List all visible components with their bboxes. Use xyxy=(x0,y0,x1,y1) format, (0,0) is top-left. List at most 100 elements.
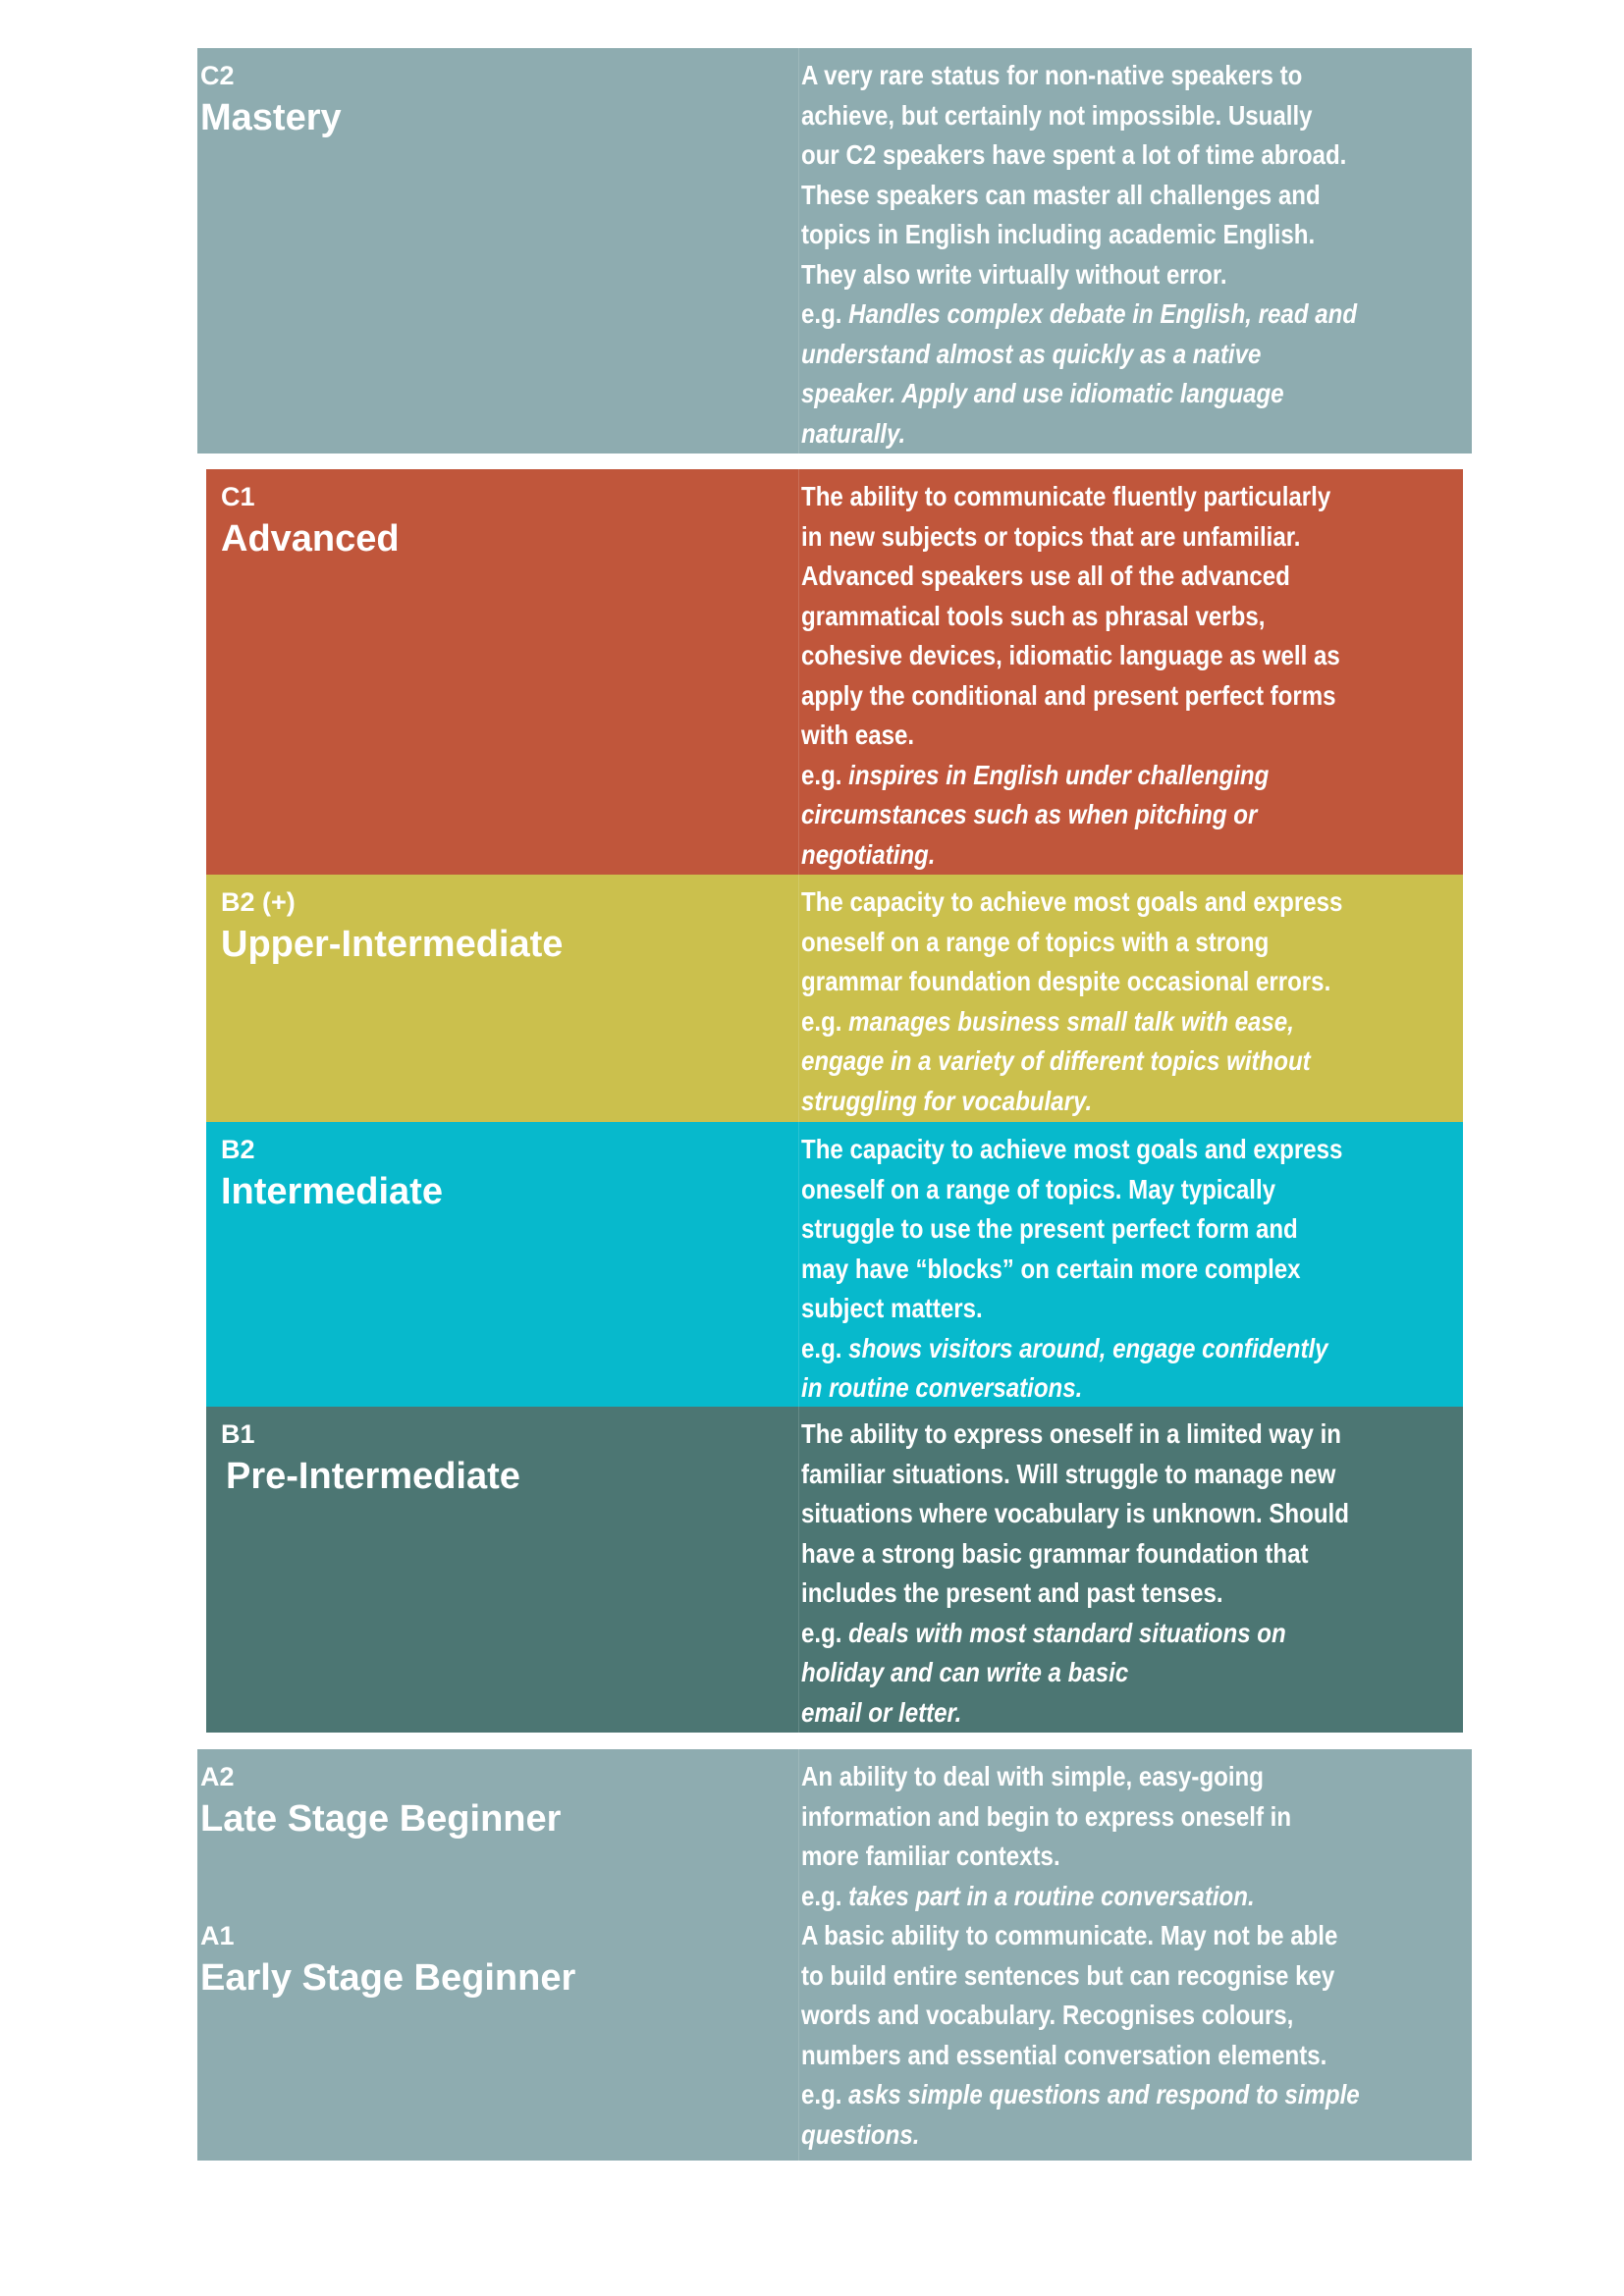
description-line: Advanced speakers use all of the advance… xyxy=(801,561,1290,591)
example-text: holiday and can write a basic xyxy=(801,1657,1129,1687)
example-text: engage in a variety of different topics … xyxy=(801,1045,1311,1076)
level-code: A1 xyxy=(200,1921,235,1950)
example-line: e.g. deals with most standard situations… xyxy=(801,1614,1349,1654)
level-code: C1 xyxy=(221,482,255,511)
example-text: inspires in English under challenging xyxy=(848,759,1270,790)
level-code: C2 xyxy=(200,61,235,90)
level-block-a: A2 Late Stage Beginner An ability to deal … xyxy=(197,1749,1472,2161)
description-line: They also write virtually without error. xyxy=(801,258,1227,290)
example-text: naturally. xyxy=(801,417,906,449)
level-description: A basic ability to communicate. May not … xyxy=(801,1916,1450,2155)
column-divider xyxy=(798,48,799,454)
description-line: information and begin to express oneself… xyxy=(801,1800,1292,1832)
level-title: Early Stage Beginner xyxy=(200,1957,576,1999)
example-text: in routine conversations. xyxy=(801,1372,1083,1403)
example-text: asks simple questions and respond to sim… xyxy=(848,2079,1360,2109)
example-line: struggling for vocabulary. xyxy=(801,1082,1342,1122)
level-description: The capacity to achieve most goals and e… xyxy=(801,1130,1431,1409)
column-divider xyxy=(798,469,799,875)
column-divider xyxy=(798,1407,799,1733)
example-line: e.g. manages business small talk with ea… xyxy=(801,1002,1342,1042)
description-line: achieve, but certainly not impossible. U… xyxy=(801,99,1313,131)
description-line: oneself on a range of topics. May typica… xyxy=(801,1173,1276,1204)
level-block-c1: C1 Advanced The ability to communicate flu… xyxy=(206,469,1463,875)
level-title: Advanced xyxy=(221,518,400,560)
level-code: B2 xyxy=(221,1135,255,1164)
level-description: An ability to deal with simple, easy-goi… xyxy=(801,1757,1371,1916)
description-line: struggle to use the present perfect form… xyxy=(801,1213,1298,1244)
example-line: e.g. asks simple questions and respond t… xyxy=(801,2075,1360,2115)
level-code: B1 xyxy=(221,1419,255,1449)
example-line: email or letter. xyxy=(801,1693,1349,1734)
level-description: The ability to express oneself in a limi… xyxy=(801,1415,1438,1733)
example-text: manages business small talk with ease, xyxy=(848,1005,1294,1037)
example-text: deals with most standard situations on xyxy=(848,1617,1286,1648)
example-text: email or letter. xyxy=(801,1696,962,1728)
column-divider xyxy=(798,1749,799,2161)
description-line: The capacity to achieve most goals and e… xyxy=(801,886,1343,917)
level-block-b2: B2 Intermediate The capacity to achieve mo… xyxy=(206,1122,1463,1407)
level-title: Late Stage Beginner xyxy=(200,1798,562,1840)
example-prefix: e.g. xyxy=(801,298,842,329)
level-description: The capacity to achieve most goals and e… xyxy=(801,882,1431,1121)
example-text: questions. xyxy=(801,2118,920,2150)
example-prefix: e.g. xyxy=(801,1880,842,1911)
column-divider xyxy=(798,875,799,1122)
example-line: naturally. xyxy=(801,414,1357,454)
level-block-c2: C2 Mastery A very rare status for non-nati… xyxy=(197,48,1472,454)
description-line: in new subjects or topics that are unfam… xyxy=(801,520,1301,552)
description-line: The ability to express oneself in a limi… xyxy=(801,1418,1341,1449)
description-line: words and vocabulary. Recognises colours… xyxy=(801,2000,1294,2030)
description-line: oneself on a range of topics with a stro… xyxy=(801,926,1270,957)
description-line: includes the present and past tenses. xyxy=(801,1577,1223,1608)
example-prefix: e.g. xyxy=(801,759,842,790)
description-line: to build entire sentences but can recogn… xyxy=(801,1959,1335,1991)
level-title: Intermediate xyxy=(221,1171,443,1212)
column-divider xyxy=(798,1122,799,1407)
example-line: circumstances such as when pitching or xyxy=(801,795,1340,835)
description-line: may have “blocks” on certain more comple… xyxy=(801,1253,1301,1284)
description-line: grammar foundation despite occasional er… xyxy=(801,966,1331,996)
level-code: A2 xyxy=(200,1762,235,1791)
description-line: have a strong basic grammar foundation t… xyxy=(801,1537,1309,1569)
example-text: understand almost as quickly as a native xyxy=(801,338,1262,369)
example-line: engage in a variety of different topics … xyxy=(801,1041,1342,1082)
example-prefix: e.g. xyxy=(801,1332,849,1363)
example-prefix: e.g. xyxy=(801,1617,842,1648)
example-line: e.g. Handles complex debate in English, … xyxy=(801,294,1357,335)
description-line: grammatical tools such as phrasal verbs, xyxy=(801,600,1266,631)
example-line: in routine conversations. xyxy=(801,1368,1342,1409)
example-line: negotiating. xyxy=(801,835,1340,876)
example-line: questions. xyxy=(801,2115,1360,2156)
level-title: Pre-Intermediate xyxy=(226,1456,520,1497)
level-description: A very rare status for non-native speake… xyxy=(801,56,1447,454)
example-text: shows visitors around, engage confidentl… xyxy=(848,1332,1328,1363)
example-text: struggling for vocabulary. xyxy=(801,1085,1093,1116)
description-line: our C2 speakers have spent a lot of time… xyxy=(801,139,1347,170)
level-code: B2 (+) xyxy=(221,887,296,917)
example-line: speaker. Apply and use idiomatic languag… xyxy=(801,374,1357,414)
level-block-b1: B1 Pre-Intermediate The ability to express… xyxy=(206,1407,1463,1733)
description-line: The capacity to achieve most goals and e… xyxy=(801,1134,1343,1164)
example-text: Handles complex debate in English, read … xyxy=(848,298,1358,329)
description-line: A very rare status for non-native speake… xyxy=(801,60,1303,90)
description-line: cohesive devices, idiomatic language as … xyxy=(801,640,1340,670)
description-line: topics in English including academic Eng… xyxy=(801,219,1316,249)
description-line: situations where vocabulary is unknown. … xyxy=(801,1498,1349,1528)
example-line: e.g. takes part in a routine conversatio… xyxy=(801,1877,1291,1917)
example-line: e.g. inspires in English under challengi… xyxy=(801,756,1340,796)
description-line: These speakers can master all challenges… xyxy=(801,179,1321,210)
level-title: Upper-Intermediate xyxy=(221,924,564,965)
example-prefix: e.g. xyxy=(801,1005,842,1037)
description-line: more familiar contexts. xyxy=(801,1841,1060,1871)
level-title: Mastery xyxy=(200,97,342,138)
example-line: holiday and can write a basic xyxy=(801,1653,1349,1693)
example-text: takes part in a routine conversation. xyxy=(848,1880,1255,1911)
example-prefix: e.g. xyxy=(801,2079,842,2109)
level-description: The ability to communicate fluently part… xyxy=(801,477,1428,875)
description-line: with ease. xyxy=(801,720,915,750)
example-line: e.g. shows visitors around, engage confi… xyxy=(801,1329,1342,1369)
description-line: subject matters. xyxy=(801,1293,983,1323)
example-text: speaker. Apply and use idiomatic languag… xyxy=(801,378,1284,408)
description-line: familiar situations. Will struggle to ma… xyxy=(801,1458,1336,1489)
